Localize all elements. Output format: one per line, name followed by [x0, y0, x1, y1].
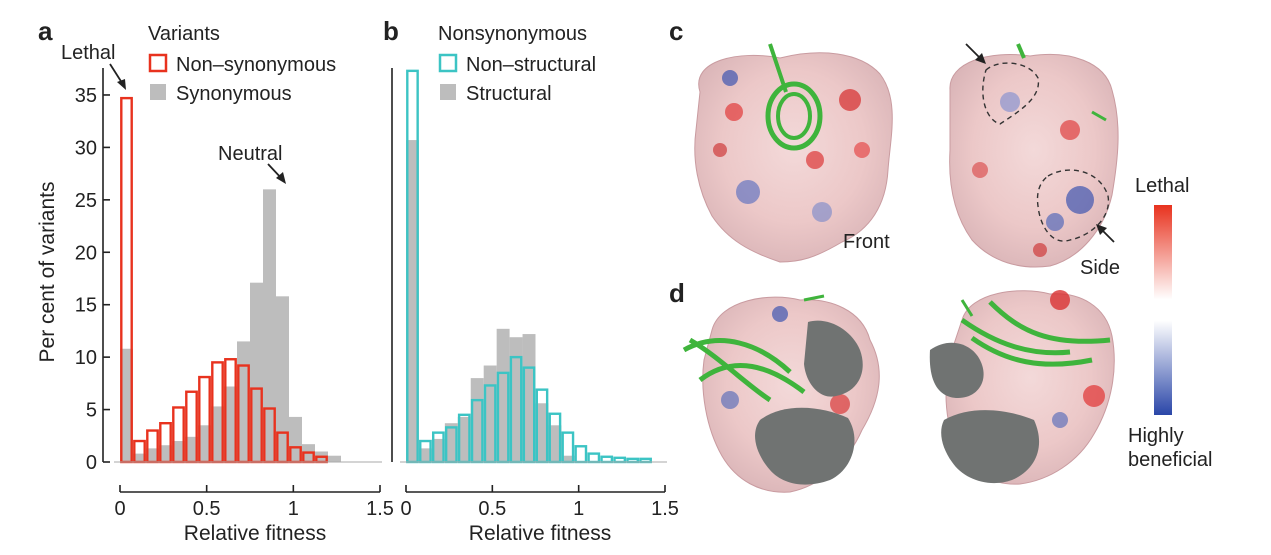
chart-b-bar-structural-2: [431, 438, 445, 462]
chart-a-bar-synonymous-5: [185, 436, 198, 462]
colorbar-label-bottom-2: beneficial: [1128, 449, 1213, 471]
panel-letter-c: c: [669, 16, 683, 46]
chart-b-bar-structural-8: [509, 337, 523, 462]
chart-a-bar-synonymous-10: [250, 282, 263, 462]
chart-a-bar-synonymous-3: [159, 445, 172, 462]
chart-a-bar-synonymous-6: [198, 425, 211, 462]
chart-b-bar-structural-1: [418, 448, 432, 462]
chart-a-bar-synonymous-4: [172, 441, 185, 462]
chart-a-bar-synonymous-16: [328, 455, 341, 462]
chart-b-xlabel: Relative fitness: [469, 522, 611, 545]
chart-a-legend-label-syn: Synonymous: [176, 83, 292, 105]
chart-a-bar-synonymous-11: [263, 189, 276, 462]
chart-a-ytick-label-2: 10: [75, 347, 97, 369]
colorbar: [1154, 205, 1172, 415]
chart-a-ytick-label-1: 5: [86, 400, 97, 422]
chart-a-xlabel: Relative fitness: [184, 522, 326, 545]
panel-d-left-structure: [682, 294, 880, 493]
panel-c-side-label: Side: [1080, 257, 1120, 279]
chart-a-bars-synonymous: [120, 189, 341, 462]
chart-b-legend-label-nonstructural: Non–structural: [466, 54, 596, 76]
chart-b-bar-nonstructural-15: [600, 455, 614, 464]
chart-b-xtick-label-2: 1: [573, 498, 584, 520]
chart-b-bars-structural: [406, 140, 575, 462]
chart-a-bar-synonymous-0: [120, 348, 133, 462]
chart-a-bar-synonymous-12: [276, 296, 289, 462]
chart-b: 0 0.5 1 1.5 Relative fitness Nonsynonymous …: [391, 23, 679, 545]
chart-b-bar-structural-0: [406, 140, 419, 462]
chart-a-xtick-label-1: 0.5: [193, 498, 221, 520]
chart-a-ytick-label-5: 25: [75, 190, 97, 212]
chart-a-legend-swatch-nonsyn: [148, 53, 168, 73]
chart-a-legend-label-nonsyn: Non–synonymous: [176, 54, 336, 76]
chart-a-xtick-label-2: 1: [288, 498, 299, 520]
chart-a-legend-swatch-syn: [150, 84, 166, 100]
chart-a-xtick-label-0: 0: [114, 498, 125, 520]
colorbar-label-top: Lethal: [1135, 175, 1190, 197]
chart-a-xtick-label-3: 1.5: [366, 498, 394, 520]
chart-b-xtick-label-1: 0.5: [478, 498, 506, 520]
chart-b-xtick-label-3: 1.5: [651, 498, 679, 520]
chart-a-annotation-neutral: Neutral: [218, 143, 282, 165]
chart-b-bar-structural-9: [522, 334, 536, 462]
chart-a-bar-synonymous-1: [133, 453, 146, 462]
chart-b-bar-nonstructural-13: [574, 445, 588, 464]
chart-b-bar-structural-3: [444, 423, 458, 462]
panel-letter-a: a: [38, 16, 53, 46]
panel-d-right-structure: [929, 290, 1115, 485]
colorbar-label-bottom-1: Highly: [1128, 425, 1184, 447]
chart-a-bar-synonymous-7: [211, 406, 224, 462]
chart-b-legend-label-structural: Structural: [466, 83, 552, 105]
chart-b-bar-structural-10: [535, 403, 549, 462]
panel-c-side-structure: [949, 43, 1119, 268]
chart-b-bar-structural-12: [561, 455, 575, 462]
chart-b-bar-structural-6: [483, 365, 497, 462]
chart-a-arrowhead-lethal: [117, 79, 126, 90]
chart-a-axes: 0 0.5 1 1.5 0 5 10 15 20 25 30 35: [75, 68, 394, 520]
chart-a-bar-synonymous-8: [224, 386, 237, 462]
chart-b-xtick-label-0: 0: [400, 498, 411, 520]
panel-letter-b: b: [383, 16, 399, 46]
chart-a-ylabel: Per cent of variants: [36, 182, 59, 363]
chart-a-arrowhead-neutral: [276, 172, 286, 184]
chart-b-legend-swatch-structural: [440, 84, 456, 100]
chart-b-bar-nonstructural-16: [613, 456, 627, 464]
panel-c-front-structure: [694, 43, 893, 263]
chart-b-axes: 0 0.5 1 1.5: [391, 68, 679, 520]
chart-b-bar-structural-4: [457, 416, 471, 462]
chart-b-legend-swatch-nonstructural: [438, 53, 458, 73]
chart-b-bar-structural-7: [496, 328, 510, 462]
panel-letter-d: d: [669, 278, 685, 308]
chart-a-ytick-label-4: 20: [75, 242, 97, 264]
panel-c-front-label: Front: [843, 231, 890, 253]
chart-b-bar-nonstructural-14: [587, 452, 601, 464]
chart-a-ytick-label-6: 30: [75, 137, 97, 159]
chart-a-legend-title: Variants: [148, 23, 220, 45]
chart-a-bar-synonymous-13: [289, 416, 302, 462]
chart-a-ytick-label-3: 15: [75, 295, 97, 317]
chart-b-legend-title: Nonsynonymous: [438, 23, 587, 45]
chart-a-ytick-label-7: 35: [75, 85, 97, 107]
chart-a-bar-synonymous-9: [237, 341, 250, 462]
chart-a-ytick-label-0: 0: [86, 452, 97, 474]
chart-b-bar-structural-11: [548, 425, 562, 462]
chart-a-annotation-lethal: Lethal: [61, 42, 116, 64]
chart-a-bar-synonymous-2: [146, 448, 159, 462]
